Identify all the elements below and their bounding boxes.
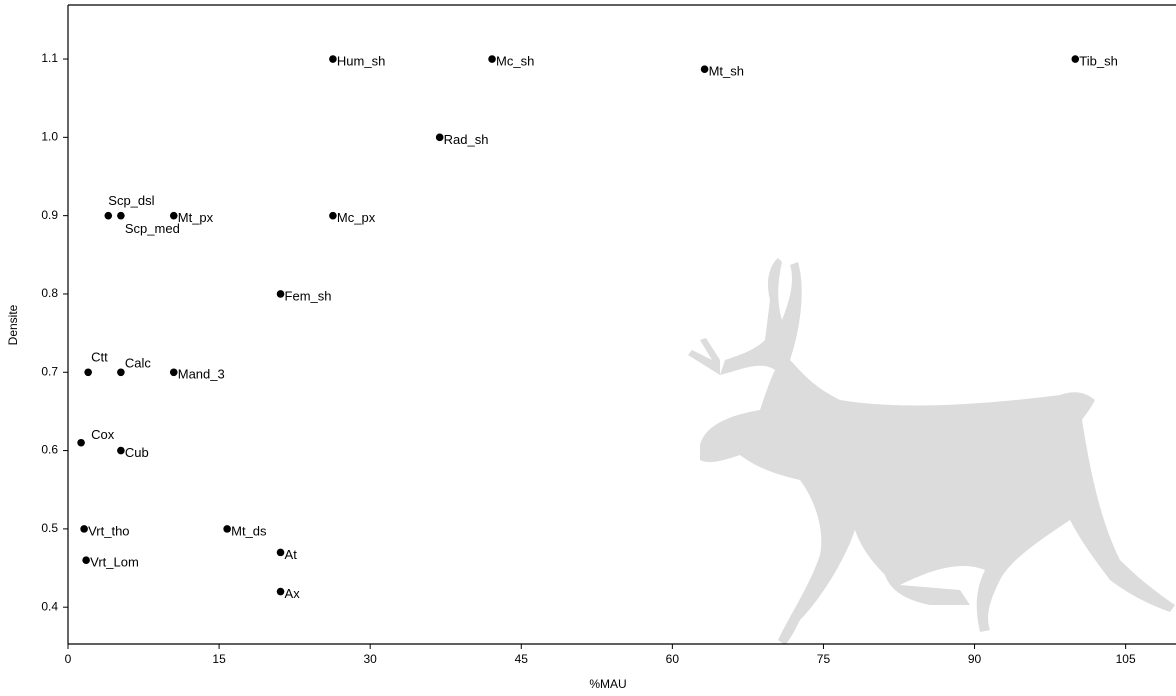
y-tick-label: 1.0 [41, 130, 58, 144]
point [223, 525, 231, 533]
x-axis-label: %MAU [589, 677, 626, 691]
y-tick-label: 0.6 [41, 443, 58, 457]
point [276, 587, 285, 596]
point [435, 133, 444, 142]
reindeer-silhouette [688, 258, 1175, 645]
point [117, 368, 125, 377]
x-tick-label: 90 [968, 652, 982, 666]
point-label: Hum_sh [337, 53, 385, 68]
x-tick-label: 75 [817, 652, 831, 666]
point [117, 446, 125, 455]
point [329, 55, 337, 63]
point [488, 55, 496, 63]
y-axis-label: Densite [6, 304, 20, 345]
point [84, 368, 92, 377]
y-tick-label: 0.4 [41, 599, 58, 613]
point-label: Scp_dsl [108, 193, 154, 208]
x-tick-label: 60 [666, 652, 680, 666]
x-tick-label: 45 [515, 652, 529, 666]
point [104, 211, 113, 220]
point-label: Fem_sh [285, 288, 332, 303]
point [276, 290, 285, 298]
point-label: Calc [125, 356, 152, 371]
y-tick-label: 0.8 [41, 286, 58, 300]
point-label: Cox [91, 427, 115, 442]
point [77, 438, 85, 447]
x-tick-label: 30 [364, 652, 378, 666]
point-label: Scp_med [125, 221, 180, 236]
point [82, 556, 90, 565]
point [169, 211, 178, 220]
point-label: Tib_sh [1079, 53, 1118, 68]
point [1071, 55, 1080, 63]
point [80, 525, 88, 533]
point-label: Rad_sh [444, 132, 489, 147]
point-label: Ctt [91, 350, 108, 365]
point-label: Mand_3 [178, 367, 225, 382]
point-label: Vrt_tho [88, 523, 129, 538]
point-label: Mc_sh [496, 53, 534, 68]
y-tick-label: 0.5 [41, 521, 58, 535]
point-label: Vrt_Lom [90, 555, 139, 570]
x-tick-label: 15 [212, 652, 226, 666]
point-label: Mt_px [178, 210, 214, 225]
y-tick-label: 0.9 [41, 208, 58, 222]
point [329, 211, 337, 220]
x-tick-label: 0 [65, 652, 72, 666]
point-label: Mt_ds [231, 523, 267, 538]
point-label: At [285, 547, 298, 562]
point-label: Ax [285, 586, 301, 601]
x-tick-label: 105 [1116, 652, 1136, 666]
point [276, 548, 285, 557]
y-tick-label: 0.7 [41, 364, 58, 378]
point [117, 211, 125, 220]
point-label: Mc_px [337, 210, 376, 225]
point [169, 368, 178, 377]
point-label: Cub [125, 445, 149, 460]
point [700, 65, 709, 74]
y-tick-label: 1.1 [41, 51, 58, 65]
point-label: Mt_sh [709, 64, 744, 79]
